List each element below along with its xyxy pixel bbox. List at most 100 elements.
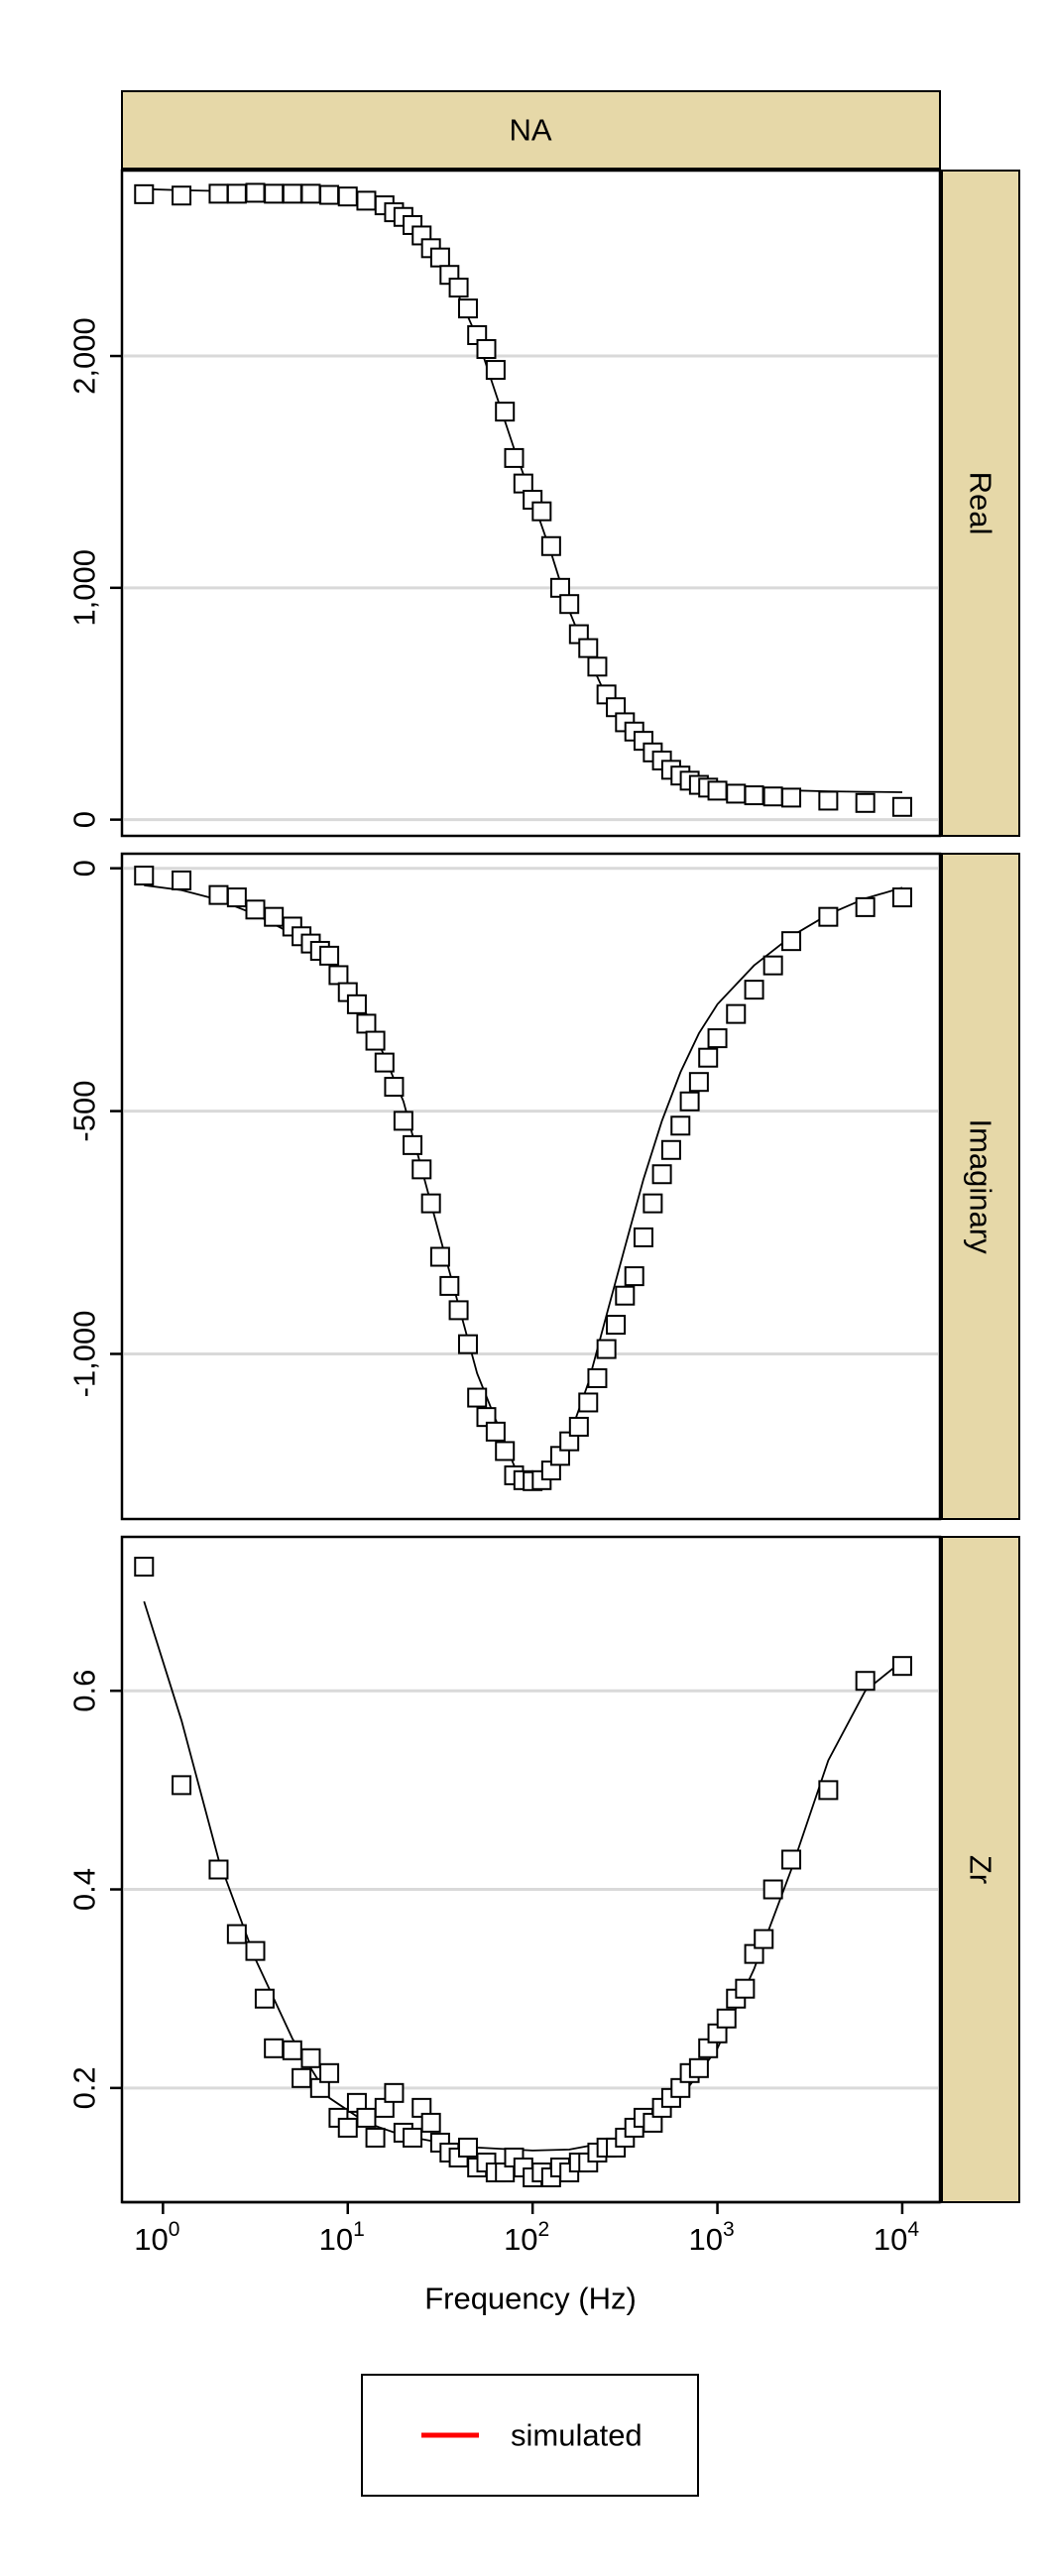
point-zr-20 [403, 2127, 423, 2148]
point-real-47 [707, 780, 728, 801]
point-real-51 [781, 787, 802, 808]
point-zr-11 [319, 2062, 340, 2083]
point-imaginary-28 [485, 1421, 506, 1442]
panels: 01,0002,000Real0-500-1,000Imaginary0.20.… [67, 169, 1020, 2204]
point-zr-63 [891, 1656, 912, 1677]
point-imaginary-1 [172, 870, 192, 890]
point-real-17 [429, 247, 450, 268]
point-imaginary-15 [365, 1030, 386, 1051]
point-imaginary-49 [679, 1091, 700, 1112]
point-real-25 [504, 447, 525, 468]
point-real-31 [559, 594, 580, 615]
point-real-22 [476, 339, 497, 360]
point-imaginary-52 [707, 1028, 728, 1049]
panel-zr: 0.2 0.4 0.6 Zr [67, 1535, 1020, 2204]
point-imaginary-51 [698, 1047, 719, 1068]
column-strip [121, 90, 941, 170]
point-imaginary-59 [891, 887, 912, 908]
panel-content-real [134, 182, 912, 817]
y-tick-label-zr-2: 0.6 [67, 1670, 102, 1712]
point-real-30 [549, 577, 570, 598]
point-imaginary-37 [568, 1416, 589, 1437]
panel-frame-zr [120, 1535, 942, 2204]
point-imaginary-0 [134, 866, 155, 886]
point-zr-56 [735, 1978, 756, 1999]
point-zr-5 [254, 1988, 275, 2009]
point-imaginary-46 [651, 1164, 672, 1185]
point-imaginary-53 [726, 1003, 747, 1024]
point-imaginary-18 [393, 1111, 413, 1131]
point-imaginary-21 [420, 1193, 441, 1214]
y-tick-label-zr-0: 0.2 [67, 2066, 102, 2109]
point-imaginary-54 [744, 980, 764, 1000]
point-imaginary-40 [596, 1339, 617, 1359]
point-imaginary-58 [855, 896, 876, 917]
point-imaginary-45 [643, 1193, 663, 1214]
point-imaginary-41 [606, 1315, 627, 1336]
legend: simulated [361, 2374, 699, 2497]
x-axis: 100 101 102 103 104 [122, 2200, 940, 2257]
legend-entry-simulated: simulated [511, 2418, 643, 2453]
point-imaginary-3 [226, 887, 247, 908]
point-real-50 [762, 786, 783, 807]
y-tick-label-real-2: 2,000 [67, 317, 102, 395]
y-tick-label-real-0: 0 [67, 811, 102, 828]
legend-box [361, 2374, 699, 2497]
point-real-20 [457, 298, 478, 319]
point-zr-8 [292, 2067, 312, 2088]
point-real-4 [245, 182, 266, 203]
point-imaginary-50 [688, 1072, 709, 1093]
point-imaginary-38 [578, 1392, 599, 1413]
panel-frame-imaginary [120, 852, 942, 1521]
panel-content-imaginary [134, 866, 912, 1491]
point-real-3 [226, 183, 247, 204]
point-real-1 [172, 185, 192, 206]
point-imaginary-56 [781, 931, 802, 952]
point-real-5 [264, 183, 285, 204]
point-real-6 [282, 183, 302, 204]
point-imaginary-48 [670, 1115, 691, 1136]
y-tick-label-zr-1: 0.4 [67, 1868, 102, 1911]
row-strip-label-zr: Zr [964, 1855, 998, 1884]
point-zr-0 [134, 1557, 155, 1578]
row-strip-zr [941, 1536, 1020, 2203]
point-imaginary-42 [615, 1285, 636, 1306]
point-real-52 [818, 790, 839, 811]
point-zr-1 [172, 1775, 192, 1796]
point-imaginary-29 [495, 1441, 516, 1462]
point-imaginary-14 [356, 1013, 377, 1034]
y-tick-label-imaginary-2: -1,000 [67, 1311, 102, 1398]
point-imaginary-10 [319, 945, 340, 966]
point-zr-16 [365, 2127, 386, 2148]
panel-imaginary: 0 -500 -1,000 Imaginary [67, 852, 1020, 1521]
y-tick-label-imaginary-1: -500 [67, 1081, 102, 1142]
point-real-53 [855, 792, 876, 813]
x-tick-label-4: 104 [874, 2218, 919, 2257]
point-real-28 [531, 501, 552, 522]
point-imaginary-24 [448, 1300, 469, 1321]
point-imaginary-16 [374, 1052, 395, 1073]
point-real-48 [726, 783, 747, 804]
row-strip-label-imaginary: Imaginary [964, 1118, 998, 1254]
point-real-23 [485, 360, 506, 381]
point-imaginary-25 [457, 1334, 478, 1354]
row-strip-label-real: Real [964, 472, 998, 535]
point-real-19 [448, 278, 469, 298]
point-imaginary-17 [384, 1077, 405, 1098]
point-zr-54 [716, 2008, 737, 2029]
point-zr-7 [282, 2040, 302, 2060]
x-tick-label-3: 103 [688, 2218, 734, 2257]
point-real-33 [578, 638, 599, 658]
x-tick-label-1: 101 [319, 2218, 365, 2257]
x-axis-title: Frequency (Hz) [424, 2282, 637, 2316]
point-real-26 [513, 473, 533, 494]
point-imaginary-44 [633, 1227, 653, 1247]
point-zr-51 [688, 2057, 709, 2078]
point-zr-15 [356, 2107, 377, 2128]
point-imaginary-43 [624, 1266, 644, 1287]
point-imaginary-22 [429, 1246, 450, 1267]
point-real-49 [744, 785, 764, 806]
point-imaginary-19 [403, 1134, 423, 1155]
point-zr-60 [781, 1849, 802, 1870]
panel-content-zr [134, 1557, 912, 2187]
